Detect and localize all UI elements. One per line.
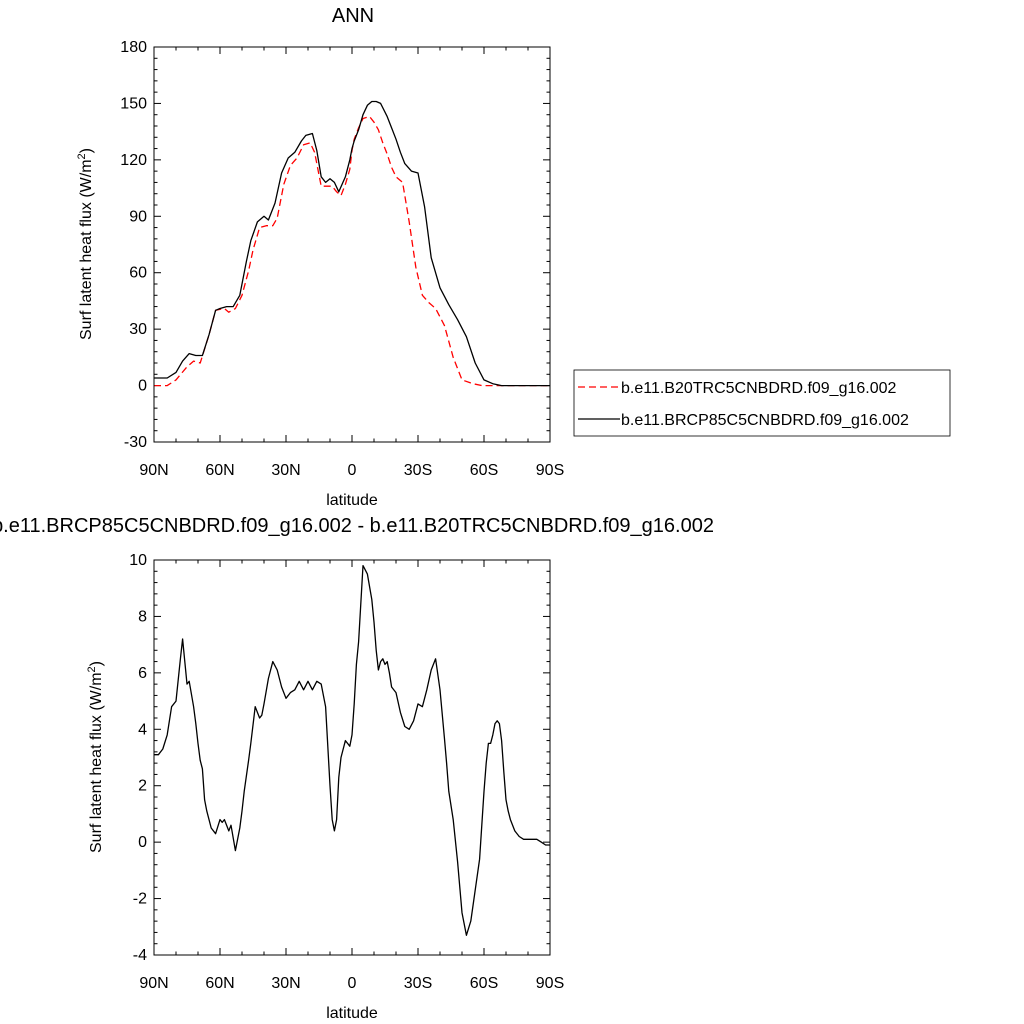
top-y-tick-label: 60 — [129, 265, 147, 282]
bottom-y-tick-label: -2 — [133, 891, 147, 908]
top-y-tick-label: 0 — [138, 378, 147, 395]
top-y-ticks: -30 0 30 60 90 120 150 180 — [120, 39, 550, 451]
top-y-tick-label: 180 — [120, 39, 147, 56]
legend: b.e11.B20TRC5CNBDRD.f09_g16.002 b.e11.BR… — [573, 369, 951, 437]
bottom-x-tick-label: 60N — [205, 975, 234, 992]
top-series-line-2 — [154, 100, 550, 387]
legend-frame — [573, 369, 951, 437]
bottom-plot-area — [154, 564, 550, 936]
bottom-x-tick-label: 0 — [348, 975, 357, 992]
top-x-tick-label: 30S — [404, 462, 432, 479]
bottom-y-tick-label: 8 — [138, 608, 147, 625]
bottom-y-tick-label: 0 — [138, 834, 147, 851]
bottom-x-axis-label: latitude — [326, 1005, 378, 1022]
bottom-series-line-1 — [154, 564, 550, 936]
bottom-chart-title: b.e11.BRCP85C5CNBDRD.f09_g16.002 - b.e11… — [0, 515, 714, 537]
top-y-tick-label: -30 — [124, 434, 147, 451]
top-y-tick-label: 150 — [120, 95, 147, 112]
legend-label-series-1: b.e11.B20TRC5CNBDRD.f09_g16.002 — [621, 380, 897, 397]
top-y-tick-label: 120 — [120, 152, 147, 169]
top-chart-panel: ANN -30 0 30 60 90 120 150 180 90N 60N 30N 0 30S 60S… — [76, 5, 564, 509]
top-chart-title: ANN — [332, 5, 374, 27]
bottom-y-tick-label: 4 — [138, 721, 147, 738]
top-y-axis-label: Surf latent heat flux (W/m2) — [76, 148, 95, 340]
bottom-x-tick-label: 90N — [139, 975, 168, 992]
top-x-tick-label: 90S — [536, 462, 564, 479]
bottom-y-tick-label: 2 — [138, 778, 147, 795]
top-plot-frame — [153, 46, 551, 443]
bottom-y-tick-label: 10 — [129, 552, 147, 569]
bottom-chart-panel: b.e11.BRCP85C5CNBDRD.f09_g16.002 - b.e11… — [0, 515, 714, 1022]
bottom-y-axis-label-sup: 2 — [86, 666, 98, 672]
bottom-y-tick-label: -4 — [133, 947, 147, 964]
top-x-axis-label: latitude — [326, 492, 378, 509]
top-y-axis-label-close: ) — [78, 148, 95, 153]
legend-label-series-2: b.e11.BRCP85C5CNBDRD.f09_g16.002 — [621, 412, 909, 429]
top-x-tick-label: 90N — [139, 462, 168, 479]
bottom-y-axis-label-main: Surf latent heat flux (W/m — [88, 672, 105, 853]
top-y-tick-label: 30 — [129, 321, 147, 338]
bottom-y-axis-label-close: ) — [88, 661, 105, 666]
top-x-ticks: 90N 60N 30N 0 30S 60S 90S — [139, 47, 564, 479]
top-y-tick-label: 90 — [129, 208, 147, 225]
top-series-line-1 — [154, 115, 550, 387]
bottom-x-tick-label: 30S — [404, 975, 432, 992]
top-y-axis-label-sup: 2 — [76, 153, 88, 159]
bottom-plot-frame — [153, 559, 551, 956]
top-y-axis-label-main: Surf latent heat flux (W/m — [78, 159, 95, 340]
bottom-x-tick-label: 90S — [536, 975, 564, 992]
bottom-y-axis-label: Surf latent heat flux (W/m2) — [86, 661, 105, 853]
top-x-tick-label: 60N — [205, 462, 234, 479]
top-x-tick-label: 30N — [271, 462, 300, 479]
top-x-tick-label: 60S — [470, 462, 498, 479]
top-plot-area — [154, 100, 550, 387]
top-x-tick-label: 0 — [348, 462, 357, 479]
bottom-x-tick-label: 60S — [470, 975, 498, 992]
bottom-y-tick-label: 6 — [138, 665, 147, 682]
bottom-x-tick-label: 30N — [271, 975, 300, 992]
